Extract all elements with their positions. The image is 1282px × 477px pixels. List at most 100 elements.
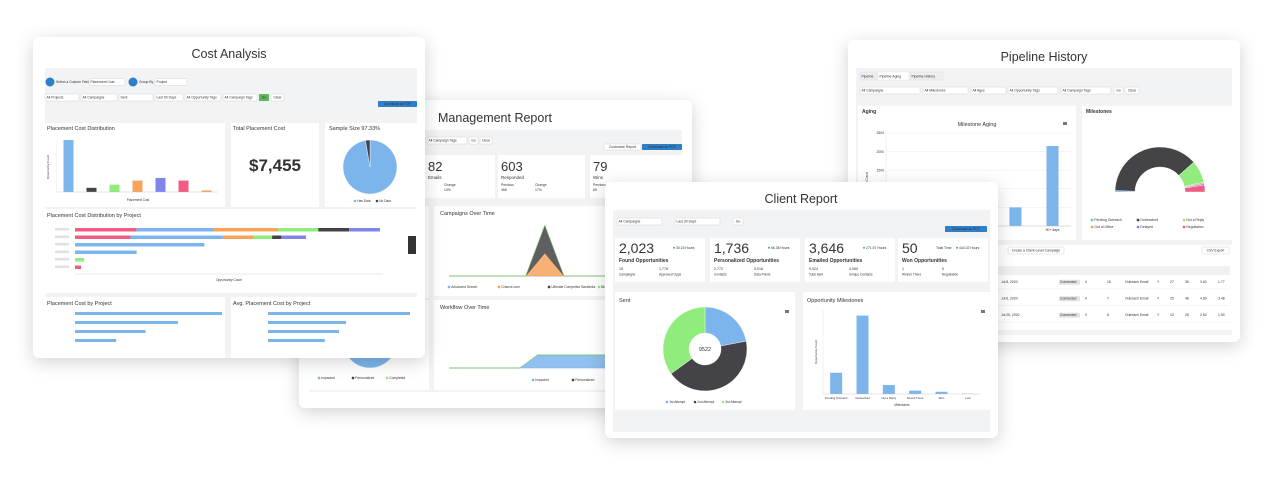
button-label[interactable]: Go <box>262 96 267 100</box>
bar-segment <box>213 228 279 232</box>
button-label[interactable]: Download as PDF <box>952 227 979 231</box>
button[interactable] <box>603 143 642 151</box>
chart-title: Total Placement Cost <box>233 126 285 132</box>
button-label[interactable]: Download as PDF <box>648 145 675 149</box>
stat-sub-value: 4,060 <box>849 267 858 271</box>
bar <box>856 315 869 394</box>
legend-swatch <box>665 400 669 404</box>
stat-sub-value: 9,018 <box>754 267 763 271</box>
button[interactable] <box>479 136 493 145</box>
select-label[interactable]: Project <box>157 80 168 84</box>
table-cell: Outreach Email <box>1125 297 1149 301</box>
select[interactable] <box>970 86 1007 95</box>
stat-sub-value: 468 <box>501 188 507 192</box>
card-title: Cost Analysis <box>191 47 266 61</box>
select[interactable] <box>1007 86 1059 95</box>
select-label[interactable]: All Campaigns <box>619 220 641 224</box>
tab[interactable] <box>909 71 944 81</box>
stat-label: Personalized Opportunities <box>714 258 779 264</box>
legend-label: 3rd Attempt <box>725 400 741 404</box>
button[interactable] <box>270 93 285 102</box>
select-label[interactable]: All Projects <box>47 96 64 100</box>
legend-label: Out of Office <box>1094 225 1113 229</box>
select[interactable] <box>80 93 118 102</box>
bar <box>86 187 97 192</box>
panel <box>1082 106 1232 240</box>
button-label[interactable]: Go <box>736 220 741 224</box>
select[interactable] <box>154 93 184 102</box>
select[interactable] <box>184 93 222 102</box>
tab-label[interactable]: Pipeline History <box>912 74 936 78</box>
stat-panel <box>498 155 585 198</box>
tab-label[interactable]: Pipeline Aging <box>880 74 902 78</box>
select[interactable] <box>426 136 468 145</box>
badge: 444.02 Hours <box>959 246 980 250</box>
select[interactable] <box>616 217 663 226</box>
pie-slice <box>670 340 748 392</box>
select-label[interactable]: All Campaign Tags <box>429 139 458 143</box>
tab[interactable] <box>859 71 878 81</box>
table-cell: Connected <box>1060 313 1077 317</box>
status-tag <box>1059 312 1080 318</box>
select[interactable] <box>674 217 721 226</box>
button[interactable] <box>259 94 269 101</box>
button[interactable] <box>1113 86 1124 95</box>
button[interactable] <box>945 226 987 232</box>
select-label[interactable]: All Opportunity Tags <box>187 96 218 100</box>
button-label[interactable]: Create a Client-Level Campaign <box>1012 249 1060 253</box>
button[interactable] <box>1007 246 1065 255</box>
stat-sub-label: Previous <box>501 183 514 187</box>
button-label[interactable]: Customize Report <box>609 145 636 149</box>
select-label[interactable]: All Campaigns <box>862 89 884 93</box>
select-label[interactable]: All Milestones <box>925 89 946 93</box>
legend-swatch <box>1182 225 1186 229</box>
button[interactable] <box>378 101 417 107</box>
select[interactable] <box>859 86 921 95</box>
select[interactable] <box>1060 86 1112 95</box>
button-label[interactable]: Clear <box>1128 89 1137 93</box>
stat-sub-value: 15 <box>619 267 623 271</box>
select-label[interactable]: Last 30 Days <box>677 220 697 224</box>
x-tick-label: 90+ days <box>1046 228 1060 232</box>
button[interactable] <box>732 217 744 226</box>
select[interactable] <box>922 86 969 95</box>
button[interactable] <box>1124 86 1140 95</box>
button[interactable] <box>1201 246 1230 255</box>
select[interactable] <box>154 78 188 86</box>
button-label[interactable]: Clear <box>482 139 491 143</box>
legend-label: Delayed <box>1140 225 1153 229</box>
tab-label[interactable]: Pipeline <box>862 74 874 78</box>
stat-sub-label: Change <box>444 183 456 187</box>
button-label[interactable]: Go <box>471 139 476 143</box>
stat-sub-label: Approved Opps <box>659 273 682 277</box>
legend-label: Impacted <box>535 378 549 382</box>
select-label[interactable]: Placement Cost <box>91 80 115 84</box>
button-label[interactable]: Go <box>1116 89 1121 93</box>
button-label[interactable]: Download as PDF <box>384 102 411 106</box>
table-cell: Jul 6, 2020 <box>1001 297 1018 301</box>
bar <box>63 140 74 192</box>
button[interactable] <box>468 136 479 145</box>
select[interactable] <box>118 93 154 102</box>
select[interactable] <box>88 78 126 86</box>
select-label[interactable]: Sent <box>121 96 128 100</box>
tab[interactable] <box>877 71 910 81</box>
select[interactable] <box>222 93 258 102</box>
button-label[interactable]: CSV Export <box>1207 249 1225 253</box>
select-label[interactable]: All Opportunity Tags <box>1010 89 1041 93</box>
select[interactable] <box>44 93 80 102</box>
stat-sub-value: 1 <box>902 267 904 271</box>
stat-label: Emails <box>428 175 442 180</box>
legend-label: Personalized <box>355 376 374 380</box>
select-label[interactable]: All Campaign Tags <box>225 96 254 100</box>
select-label[interactable]: Last 90 Days <box>157 96 177 100</box>
select-label[interactable]: All Campaign Tags <box>1063 89 1092 93</box>
side-button[interactable] <box>408 236 416 254</box>
button-label[interactable]: Clear <box>273 96 282 100</box>
chart-title: Milestone Aging <box>958 122 997 128</box>
select-label[interactable]: All Campaigns <box>83 96 105 100</box>
legend-swatch <box>385 376 389 380</box>
select-label[interactable]: All Ages <box>973 89 986 93</box>
button[interactable] <box>642 144 682 150</box>
